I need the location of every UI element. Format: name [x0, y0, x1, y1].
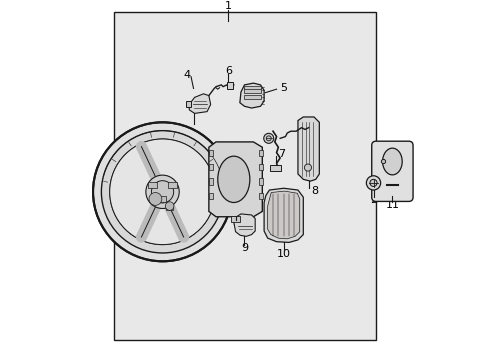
Bar — [231, 216, 240, 222]
Bar — [208, 164, 213, 170]
Text: 5: 5 — [280, 84, 286, 94]
Bar — [244, 95, 261, 99]
Bar — [148, 182, 157, 188]
Circle shape — [101, 131, 223, 253]
Polygon shape — [267, 191, 299, 239]
Circle shape — [265, 136, 271, 141]
Text: 3: 3 — [232, 217, 239, 227]
Bar — [226, 82, 233, 89]
Bar — [208, 150, 213, 156]
Bar — [244, 88, 261, 93]
Bar — [166, 204, 173, 210]
Circle shape — [149, 193, 162, 205]
Bar — [258, 178, 263, 185]
Bar — [258, 193, 263, 199]
Circle shape — [263, 133, 273, 143]
Bar — [258, 150, 263, 156]
Polygon shape — [240, 83, 264, 108]
Text: 6: 6 — [224, 66, 231, 76]
Text: 10: 10 — [276, 249, 290, 259]
Bar — [185, 101, 191, 107]
Circle shape — [145, 175, 179, 208]
Ellipse shape — [217, 156, 249, 202]
Circle shape — [151, 181, 173, 203]
Polygon shape — [208, 142, 262, 217]
Polygon shape — [233, 214, 255, 237]
Circle shape — [93, 122, 231, 261]
Bar — [258, 164, 263, 170]
Text: 1: 1 — [224, 1, 231, 12]
Text: 11: 11 — [385, 201, 399, 210]
Bar — [208, 178, 213, 185]
Circle shape — [366, 176, 380, 190]
Circle shape — [165, 202, 174, 210]
Bar — [208, 193, 213, 199]
Circle shape — [381, 159, 385, 164]
Ellipse shape — [382, 148, 401, 175]
Polygon shape — [189, 94, 210, 113]
Polygon shape — [297, 117, 319, 181]
Circle shape — [369, 179, 376, 186]
Polygon shape — [264, 188, 303, 242]
Text: 7: 7 — [278, 149, 285, 159]
Text: 2: 2 — [369, 195, 376, 204]
Text: 9: 9 — [241, 243, 247, 253]
Bar — [244, 86, 261, 89]
Text: 4: 4 — [183, 70, 191, 80]
Circle shape — [304, 164, 311, 171]
Bar — [114, 12, 376, 340]
Circle shape — [109, 139, 215, 245]
Bar — [157, 196, 166, 202]
Circle shape — [109, 139, 215, 245]
Text: 8: 8 — [311, 186, 318, 196]
Bar — [167, 182, 177, 188]
Bar — [269, 165, 280, 171]
FancyBboxPatch shape — [371, 141, 412, 202]
